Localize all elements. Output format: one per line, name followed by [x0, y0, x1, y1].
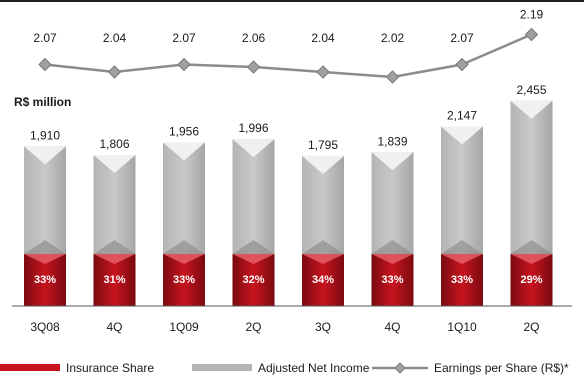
eps-value-label: 2.06 [242, 31, 266, 45]
insurance-share-bar-bevel [302, 254, 344, 264]
bar-6 [371, 152, 414, 306]
eps-line [44, 33, 532, 79]
bar-1 [24, 146, 66, 306]
eps-value-label: 2.19 [520, 8, 544, 22]
insurance-share-label: 33% [451, 274, 473, 286]
insurance-share-bar-bevel [232, 254, 275, 264]
insurance-share-bar-bevel [93, 254, 136, 264]
bar-8 [510, 100, 553, 306]
legend-swatch-net-income [192, 364, 252, 371]
net-income-bar-shade [24, 240, 66, 254]
net-income-bar-bevel [232, 139, 275, 158]
legend-swatch-insurance [0, 364, 60, 371]
net-income-value-label: 1,795 [308, 138, 338, 152]
x-tick-label: 2Q [245, 320, 261, 334]
insurance-share-label: 29% [520, 274, 542, 286]
insurance-share-label: 33% [173, 274, 195, 286]
net-income-bar-bevel [163, 142, 205, 161]
net-income-bar-bevel [371, 152, 414, 171]
eps-value-label: 2.02 [381, 31, 405, 45]
net-income-bar-shade [232, 240, 275, 254]
net-income-value-label: 1,956 [169, 124, 199, 138]
insurance-share-bar-bevel [441, 254, 483, 264]
x-tick-label: 1Q09 [169, 320, 199, 334]
net-income-bar [163, 142, 205, 254]
net-income-bar-bevel [93, 155, 136, 174]
eps-point [316, 65, 330, 79]
net-income-bar-shade [93, 240, 136, 254]
insurance-share-bar-bevel [24, 254, 66, 264]
eps-point [177, 57, 191, 72]
bar-7 [441, 126, 483, 306]
insurance-share-label: 33% [381, 274, 403, 286]
x-tick-label: 4Q [106, 320, 122, 334]
legend-label-net-income: Adjusted Net Income [258, 361, 370, 375]
x-tick-label: 2Q [523, 320, 539, 334]
net-income-bar-shade [163, 240, 205, 254]
eps-point [246, 60, 261, 74]
net-income-bar-shade [371, 240, 414, 254]
net-income-bar [510, 100, 553, 255]
net-income-bar-bevel [24, 146, 66, 165]
net-income-value-label: 2,147 [447, 109, 477, 123]
x-tick-label: 3Q08 [30, 320, 60, 334]
eps-value-label: 2.07 [450, 31, 474, 45]
net-income-bar [441, 126, 483, 254]
net-income-bar-bevel [441, 126, 483, 145]
net-income-bar [232, 139, 275, 254]
insurance-share-label: 33% [34, 274, 56, 286]
unit-label: R$ million [14, 95, 71, 109]
net-income-value-label: 1,839 [377, 134, 407, 148]
bar-4 [232, 139, 275, 306]
net-income-value-label: 1,910 [30, 128, 60, 142]
eps-value-label: 2.04 [311, 31, 335, 45]
insurance-share-label: 32% [242, 274, 264, 286]
legend-marker-eps [394, 362, 406, 374]
eps-point [455, 57, 469, 72]
eps-point [385, 70, 400, 84]
insurance-share-bar-bevel [510, 254, 553, 264]
legend-label-eps: Earnings per Share (R$)* [434, 361, 569, 375]
net-income-value-label: 1,996 [238, 121, 268, 135]
net-income-bar-bevel [510, 100, 553, 119]
insurance-share-bar-bevel [371, 254, 414, 264]
insurance-share-label: 34% [312, 274, 334, 286]
insurance-share-label: 31% [103, 274, 125, 286]
x-tick-label: 1Q10 [447, 320, 477, 334]
net-income-value-label: 1,806 [99, 137, 129, 151]
bar-3 [163, 142, 205, 306]
top-border [0, 0, 584, 2]
insurance-share-bar-bevel [163, 254, 205, 264]
net-income-value-label: 2,455 [516, 83, 546, 97]
eps-point [524, 27, 539, 42]
eps-point [38, 57, 52, 72]
eps-value-label: 2.07 [172, 31, 196, 45]
net-income-bar-shade [510, 240, 553, 254]
eps-value-label: 2.04 [103, 31, 127, 45]
eps-value-label: 2.07 [33, 31, 57, 45]
x-tick-label: 4Q [384, 320, 400, 334]
eps-point [107, 65, 122, 79]
bar-2 [93, 155, 136, 306]
bar-5 [302, 155, 344, 306]
net-income-bar-shade [302, 240, 344, 254]
net-income-bar-shade [441, 240, 483, 254]
legend-label-insurance: Insurance Share [66, 361, 154, 375]
net-income-bar-bevel [302, 155, 344, 174]
x-tick-label: 3Q [315, 320, 331, 334]
